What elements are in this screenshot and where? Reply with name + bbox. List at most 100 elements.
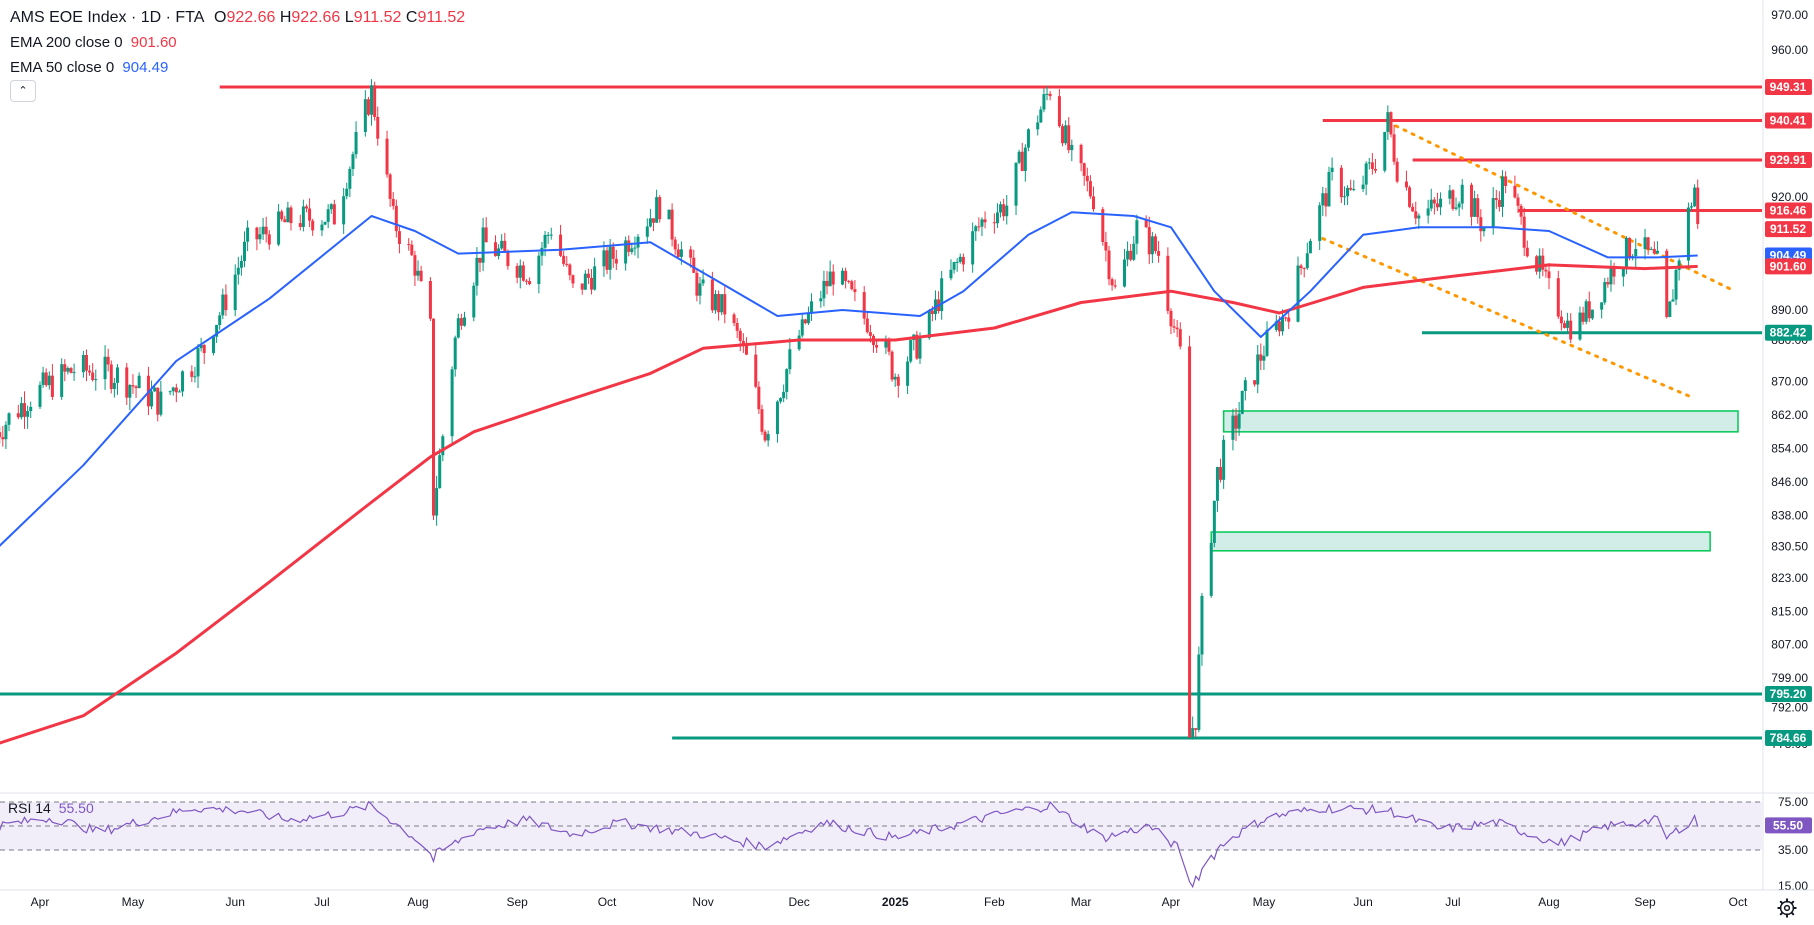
rsi-pane[interactable] [0,800,1762,889]
candle[interactable] [1370,153,1374,175]
candle[interactable] [475,247,479,296]
candle[interactable] [884,335,888,355]
candle[interactable] [940,271,944,320]
candle[interactable] [277,204,281,247]
candle[interactable] [800,314,804,338]
candle[interactable] [289,205,293,231]
candle[interactable] [84,349,88,382]
candle[interactable] [593,257,597,291]
candle[interactable] [243,231,247,268]
candle[interactable] [850,279,854,291]
candle[interactable] [1432,197,1436,215]
candle[interactable] [1414,201,1418,225]
candle[interactable] [246,220,250,252]
candle[interactable] [311,218,315,236]
candle[interactable] [1215,466,1219,512]
candle[interactable] [1197,646,1201,733]
candle[interactable] [766,430,770,447]
candle[interactable] [453,335,457,377]
candle[interactable] [363,90,367,137]
candle[interactable] [38,381,42,410]
candle[interactable] [896,373,900,398]
candle[interactable] [348,166,352,198]
candle[interactable] [825,271,829,295]
candle[interactable] [4,421,8,450]
candle[interactable] [47,371,51,390]
candle[interactable] [1429,188,1433,212]
candle[interactable] [218,311,222,330]
candle[interactable] [264,216,268,243]
candle[interactable] [181,370,185,397]
candle[interactable] [435,475,439,526]
candle[interactable] [1026,128,1030,152]
candle[interactable] [1169,308,1173,335]
candle[interactable] [1005,194,1009,225]
candle[interactable] [50,364,54,400]
candle[interactable] [537,252,541,294]
candle[interactable] [1067,117,1071,154]
candle[interactable] [174,383,178,403]
candle[interactable] [1126,241,1130,267]
candle[interactable] [1222,435,1226,489]
candle[interactable] [1566,312,1570,332]
candle[interactable] [605,246,609,275]
candle[interactable] [1265,321,1269,357]
candle[interactable] [407,238,411,251]
candle[interactable] [450,366,454,443]
candle[interactable] [159,381,163,417]
candle[interactable] [131,374,135,394]
candle[interactable] [1439,192,1443,216]
candle[interactable] [828,260,832,287]
candle[interactable] [1209,540,1213,598]
candle[interactable] [1373,158,1377,174]
candle[interactable] [441,434,445,462]
candle[interactable] [115,364,119,395]
candle[interactable] [72,363,76,381]
candle[interactable] [373,81,377,121]
candle[interactable] [221,288,225,320]
candle[interactable] [735,318,739,339]
candle[interactable] [1042,88,1046,113]
candle[interactable] [562,251,566,267]
candle[interactable] [1299,263,1303,275]
candle[interactable] [909,338,913,364]
candle[interactable] [1525,240,1529,258]
candle[interactable] [543,230,547,257]
candle[interactable] [983,211,987,229]
candle[interactable] [590,268,594,295]
candle[interactable] [1677,258,1681,281]
candle[interactable] [323,221,327,226]
candle[interactable] [1318,202,1322,251]
candle[interactable] [1101,206,1105,246]
candle[interactable] [1017,149,1021,165]
candle[interactable] [1262,345,1266,370]
candle[interactable] [1191,716,1195,740]
candle[interactable] [720,294,724,316]
candle[interactable] [1364,161,1368,196]
candle[interactable] [977,217,981,232]
rsi-legend[interactable]: RSI 14 55.50 [8,800,94,816]
candle[interactable] [1175,320,1179,338]
candle[interactable] [7,412,11,432]
candle[interactable] [1541,248,1545,277]
candle[interactable] [1188,335,1192,738]
candle[interactable] [645,218,649,244]
candle[interactable] [506,249,510,270]
candle[interactable] [308,198,312,228]
candle[interactable] [81,350,85,378]
candle[interactable] [1129,243,1133,262]
candle[interactable] [1281,309,1285,336]
candle[interactable] [785,368,789,400]
candle[interactable] [326,204,330,229]
candle[interactable] [1457,201,1461,217]
candle[interactable] [937,291,941,314]
trendline-dotted[interactable] [1386,120,1737,293]
candle[interactable] [1110,277,1114,291]
candle[interactable] [1408,185,1412,209]
candle[interactable] [1451,189,1455,211]
candle[interactable] [345,182,349,200]
candle[interactable] [528,277,532,286]
candle[interactable] [744,337,748,356]
candle[interactable] [391,192,395,210]
